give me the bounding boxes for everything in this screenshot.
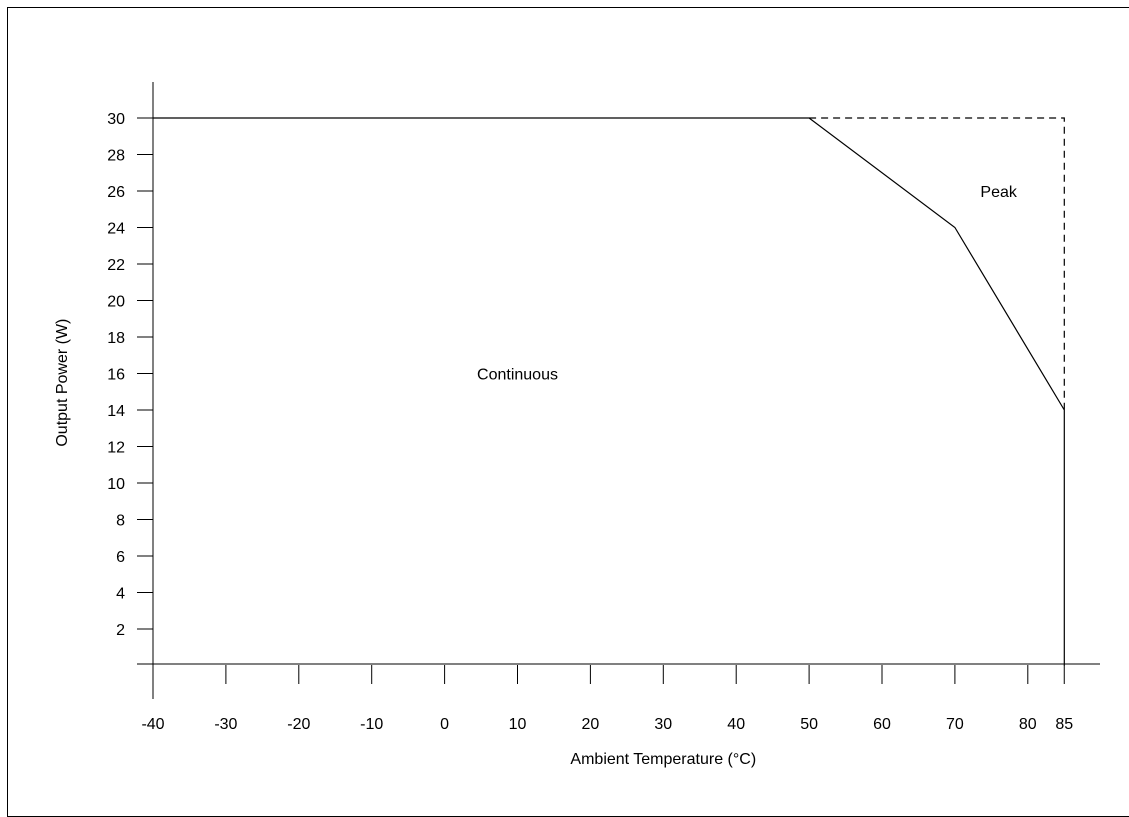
x-tick-label: 0 xyxy=(440,716,449,733)
chart-frame xyxy=(7,7,1129,817)
x-tick-label: 80 xyxy=(1019,716,1037,733)
y-tick-label: 10 xyxy=(107,476,125,493)
x-ticks: -40 -30 -20 -10 0 10 20 30 40 50 60 70 80 85 xyxy=(141,665,1073,733)
x-axis-title: Ambient Temperature (°C) xyxy=(570,751,756,768)
y-tick-label: 18 xyxy=(107,330,125,347)
series-line-peak xyxy=(809,117,1065,410)
x-tick-label: 10 xyxy=(509,716,527,733)
x-tick-label: 30 xyxy=(654,716,672,733)
y-tick-label: 4 xyxy=(116,586,125,603)
x-tick-label: 20 xyxy=(582,716,600,733)
y-axis-title: Output Power (W) xyxy=(54,319,71,447)
x-tick-label: -10 xyxy=(360,716,383,733)
x-tick-label: 60 xyxy=(873,716,891,733)
y-tick-label: 12 xyxy=(107,440,125,457)
annotations: Continuous Peak xyxy=(477,184,1018,384)
y-tick-label: 16 xyxy=(107,367,125,384)
region-label-continuous: Continuous xyxy=(477,367,558,384)
x-tick-label: -20 xyxy=(287,716,310,733)
y-tick-label: 22 xyxy=(107,257,125,274)
y-tick-label: 28 xyxy=(107,148,125,165)
x-tick-label: 50 xyxy=(800,716,818,733)
x-tick-label: 85 xyxy=(1055,716,1073,733)
y-tick-label: 6 xyxy=(116,549,125,566)
y-tick-label: 20 xyxy=(107,294,125,311)
x-tick-label: 40 xyxy=(727,716,745,733)
y-tick-label: 26 xyxy=(107,184,125,201)
x-tick-label: -30 xyxy=(214,716,237,733)
x-tick-label: -40 xyxy=(141,716,164,733)
series-line-continuous xyxy=(153,117,1065,666)
y-tick-label: 8 xyxy=(116,513,125,530)
y-tick-label: 24 xyxy=(107,221,125,238)
x-tick-label: 70 xyxy=(946,716,964,733)
y-tick-label: 30 xyxy=(107,111,125,128)
y-tick-label: 14 xyxy=(107,403,125,420)
region-label-peak: Peak xyxy=(980,184,1017,201)
axes xyxy=(137,82,1100,699)
y-tick-label: 2 xyxy=(116,622,125,639)
series-group xyxy=(153,117,1065,666)
